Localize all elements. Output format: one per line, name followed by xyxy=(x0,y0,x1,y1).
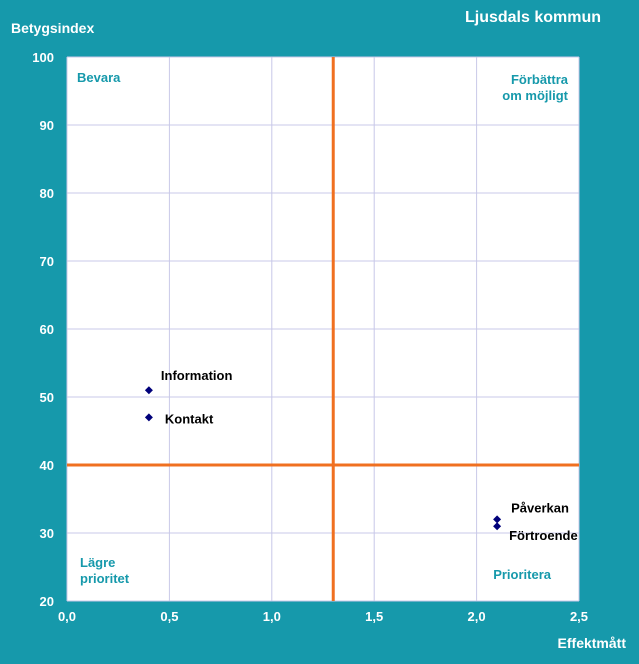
quadrant-label-top-left: Bevara xyxy=(77,70,121,85)
data-point-marker xyxy=(493,522,502,531)
quadrant-label-bottom-right: Prioritera xyxy=(493,567,552,582)
chart-title: Ljusdals kommun xyxy=(465,9,601,26)
quadrant-label-bottom-left: prioritet xyxy=(80,571,130,586)
y-tick-label: 70 xyxy=(40,254,54,269)
y-tick-label: 20 xyxy=(40,594,54,609)
x-tick-label: 0,5 xyxy=(160,609,178,624)
x-tick-label: 2,0 xyxy=(468,609,486,624)
y-tick-label: 100 xyxy=(32,50,54,65)
x-tick-label: 2,5 xyxy=(570,609,588,624)
x-tick-label: 1,5 xyxy=(365,609,383,624)
tick-labels: 20 30 40 50 60 70 80 90 100 0,0 0,5 1,0 1,5 2,0 2,5 xyxy=(32,50,588,624)
y-tick-label: 80 xyxy=(40,186,54,201)
data-point-marker xyxy=(144,413,153,422)
x-tick-label: 1,0 xyxy=(263,609,281,624)
x-tick-label: 0,0 xyxy=(58,609,76,624)
y-tick-label: 90 xyxy=(40,118,54,133)
y-tick-label: 40 xyxy=(40,458,54,473)
data-points: Information Kontakt Påverkan Förtroende xyxy=(144,368,578,543)
data-point-label: Påverkan xyxy=(511,500,569,515)
data-point-label: Information xyxy=(161,368,233,383)
data-point-marker xyxy=(144,386,153,395)
quadrant-label-top-right: om möjligt xyxy=(502,88,568,103)
y-axis-label: Betygsindex xyxy=(11,20,94,36)
data-point-label: Kontakt xyxy=(165,411,214,426)
y-tick-label: 50 xyxy=(40,390,54,405)
data-point-marker xyxy=(493,515,502,524)
x-axis-label: Effektmått xyxy=(558,635,627,651)
y-tick-label: 30 xyxy=(40,526,54,541)
y-tick-label: 60 xyxy=(40,322,54,337)
reference-lines xyxy=(67,57,579,601)
quadrant-label-top-right: Förbättra xyxy=(511,72,569,87)
quadrant-label-bottom-left: Lägre xyxy=(80,555,115,570)
data-point-label: Förtroende xyxy=(509,528,578,543)
